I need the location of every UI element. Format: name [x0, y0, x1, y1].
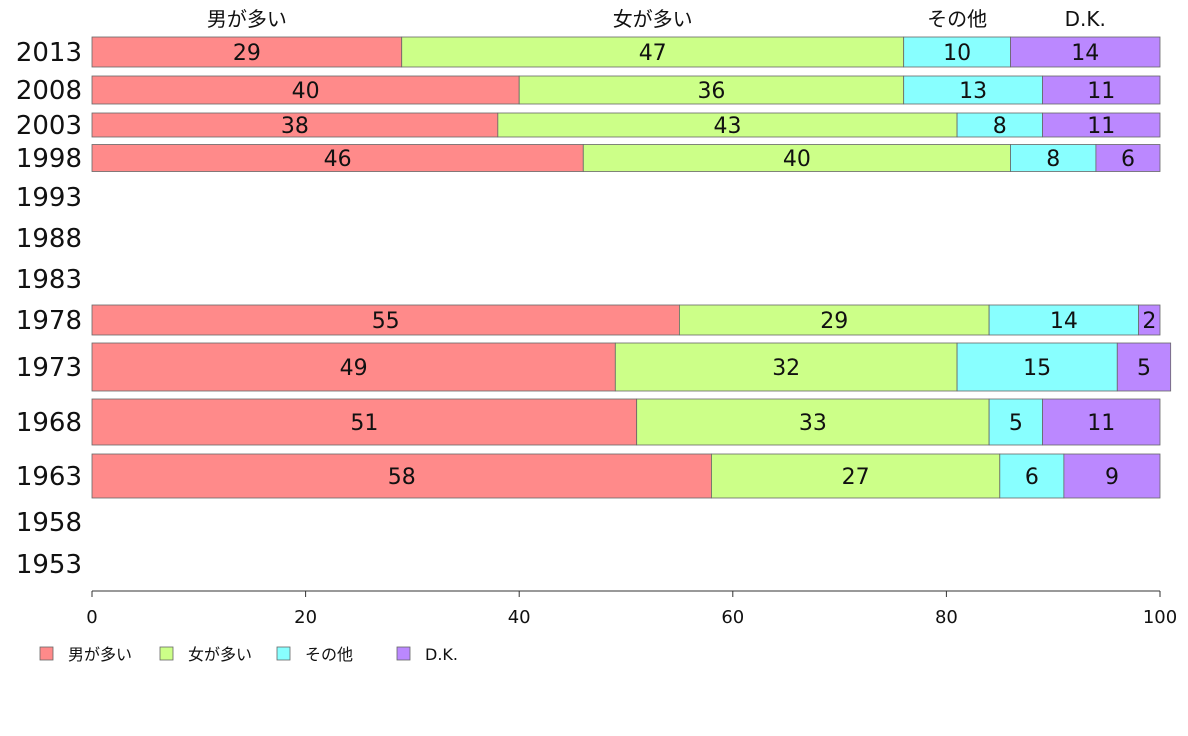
bar-value-label: 46 [324, 147, 352, 172]
bar-value-label: 8 [1046, 147, 1060, 172]
x-tick-label: 60 [721, 607, 744, 628]
bar-2013-series-2 [903, 36, 1011, 68]
bar-value-label: 58 [388, 465, 416, 490]
category-label-1958: 1958 [16, 508, 82, 538]
top-series-label: 男が多い [207, 7, 287, 31]
category-label-1978: 1978 [16, 306, 82, 336]
bar-value-label: 9 [1105, 465, 1119, 490]
bar-value-label: 5 [1009, 411, 1023, 436]
bar-1963-series-1 [711, 453, 1001, 499]
bar-value-label: 6 [1121, 147, 1135, 172]
bar-1973-series-2 [956, 342, 1118, 392]
bar-2008-series-3 [1042, 75, 1161, 105]
x-tick-label: 40 [508, 607, 531, 628]
bar-2013-series-0 [91, 36, 403, 68]
category-label-2003: 2003 [16, 111, 82, 141]
bar-value-label: 38 [281, 114, 309, 139]
bar-value-label: 11 [1087, 79, 1115, 104]
bar-1968-series-3 [1042, 398, 1161, 446]
bar-value-label: 2 [1142, 309, 1156, 334]
category-label-2013: 2013 [16, 38, 82, 68]
bar-value-label: 49 [340, 356, 368, 381]
bar-value-label: 14 [1050, 309, 1078, 334]
bar-2013-series-1 [401, 36, 905, 68]
bar-value-label: 47 [639, 41, 667, 66]
category-label-1968: 1968 [16, 408, 82, 438]
bar-1968-series-1 [636, 398, 990, 446]
bar-1973-series-3 [1116, 342, 1172, 392]
bar-value-label: 14 [1071, 41, 1099, 66]
category-label-1988: 1988 [16, 224, 82, 254]
top-series-label: その他 [927, 7, 987, 31]
bar-1998-series-3 [1095, 144, 1161, 172]
top-series-label: 女が多い [613, 7, 693, 31]
bar-1963-series-2 [999, 453, 1065, 499]
bar-value-label: 27 [842, 465, 870, 490]
bar-1978-series-1 [679, 304, 990, 336]
legend-swatch-1 [159, 646, 174, 661]
category-label-1993: 1993 [16, 183, 82, 213]
x-tick-label: 20 [294, 607, 317, 628]
bar-2003-series-0 [91, 112, 499, 138]
legend-label-0: 男が多い [68, 645, 132, 664]
bar-1973-series-1 [614, 342, 958, 392]
bar-1973-series-0 [91, 342, 616, 392]
legend-swatch-0 [39, 646, 54, 661]
bar-value-label: 15 [1023, 356, 1051, 381]
legend-label-1: 女が多い [188, 645, 252, 664]
category-label-1983: 1983 [16, 265, 82, 295]
top-series-label: D.K. [1065, 7, 1106, 31]
bar-value-label: 6 [1025, 465, 1039, 490]
bar-2003-series-3 [1042, 112, 1161, 138]
bar-value-label: 55 [372, 309, 400, 334]
bar-value-label: 40 [783, 147, 811, 172]
bar-value-label: 32 [772, 356, 800, 381]
bar-2008-series-0 [91, 75, 520, 105]
bar-value-label: 29 [233, 41, 261, 66]
bar-value-label: 36 [697, 79, 725, 104]
legend-swatch-2 [276, 646, 291, 661]
bar-1978-series-2 [988, 304, 1140, 336]
category-label-2008: 2008 [16, 76, 82, 106]
bar-value-label: 51 [350, 411, 378, 436]
bar-1963-series-3 [1063, 453, 1161, 499]
bar-2003-series-1 [497, 112, 958, 138]
bar-1978-series-0 [91, 304, 680, 336]
category-label-1963: 1963 [16, 462, 82, 492]
bar-1998-series-1 [582, 144, 1011, 172]
bar-value-label: 33 [799, 411, 827, 436]
category-label-1973: 1973 [16, 353, 82, 383]
x-tick-label: 0 [86, 607, 97, 628]
category-label-1953: 1953 [16, 550, 82, 580]
bar-value-label: 11 [1087, 411, 1115, 436]
legend-swatch-3 [396, 646, 411, 661]
bar-value-label: 43 [713, 114, 741, 139]
bar-value-label: 13 [959, 79, 987, 104]
bar-2013-series-3 [1010, 36, 1161, 68]
bar-value-label: 8 [993, 114, 1007, 139]
bar-value-label: 29 [820, 309, 848, 334]
bar-value-label: 11 [1087, 114, 1115, 139]
bar-1968-series-0 [91, 398, 638, 446]
bar-1998-series-0 [91, 144, 584, 172]
legend-label-2: その他 [305, 645, 353, 664]
bar-2008-series-1 [518, 75, 905, 105]
legend-label-3: D.K. [425, 645, 458, 664]
x-tick-label: 100 [1143, 607, 1177, 628]
bar-1968-series-2 [988, 398, 1043, 446]
bar-1978-series-3 [1138, 304, 1161, 336]
bar-value-label: 5 [1137, 356, 1151, 381]
bar-value-label: 40 [292, 79, 320, 104]
x-tick-label: 80 [935, 607, 958, 628]
bar-value-label: 10 [943, 41, 971, 66]
category-label-1998: 1998 [16, 144, 82, 174]
bar-2008-series-2 [903, 75, 1043, 105]
